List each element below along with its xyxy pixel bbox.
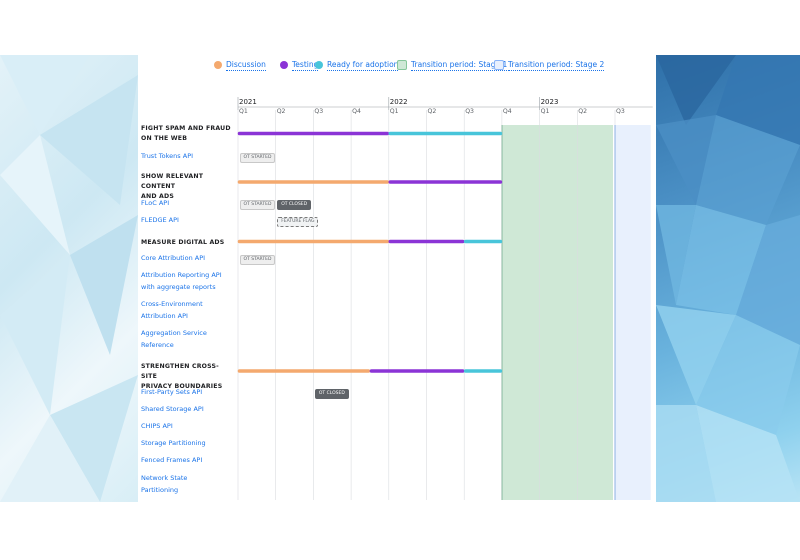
api-link[interactable]: Fenced Frames API	[141, 455, 231, 467]
api-link[interactable]: Trust Tokens API	[141, 151, 231, 163]
api-link-line: CHIPS API	[141, 422, 173, 430]
quarter-label: Q2	[427, 108, 437, 115]
api-link-line: Attribution API	[141, 311, 188, 320]
api-link[interactable]: Shared Storage API	[141, 404, 231, 416]
api-link[interactable]: Core Attribution API	[141, 253, 231, 265]
api-link[interactable]: Attribution Reporting API with aggregate …	[141, 270, 231, 293]
legend-label: Ready for adoption	[327, 59, 399, 71]
status-badge: OT STARTED	[239, 152, 276, 163]
background-right-decoration	[656, 55, 800, 502]
api-link-line: Reference	[141, 340, 174, 349]
legend-swatch	[280, 61, 288, 69]
category-title-line: STRENGTHEN CROSS-SITE	[141, 363, 219, 380]
legend-item[interactable]: Discussion	[214, 58, 266, 72]
legend-swatch	[494, 60, 504, 70]
legend-item[interactable]: Transition period: Stage 1	[397, 58, 508, 72]
api-link-line: FLoC API	[141, 199, 170, 207]
api-link-line: Network State	[141, 474, 188, 482]
background-left-decoration	[0, 55, 138, 502]
api-link-line: Cross-Environment	[141, 300, 203, 308]
quarter-label: Q4	[352, 108, 361, 115]
api-link-line: Fenced Frames API	[141, 456, 203, 464]
legend-label: Testing	[292, 59, 319, 71]
year-label: 2021	[239, 98, 257, 106]
category-title-line: MEASURE DIGITAL ADS	[141, 239, 225, 246]
legend-swatch	[397, 60, 407, 70]
quarter-label: Q4	[502, 108, 512, 115]
quarter-label: Q2	[276, 108, 286, 115]
category-title: STRENGTHEN CROSS-SITE PRIVACY BOUNDARIES	[141, 362, 231, 392]
quarter-label: Q3	[465, 108, 474, 115]
category-title-line: PRIVACY BOUNDARIES	[141, 383, 223, 390]
legend-item[interactable]: Transition period: Stage 2	[494, 58, 605, 72]
roadmap-panel: Discussion Testing Ready for adoption Trans…	[138, 55, 656, 502]
legend-label: Discussion	[226, 59, 266, 71]
category-title-line: SHOW RELEVANT CONTENT	[141, 173, 204, 190]
category-title-line: FIGHT SPAM AND FRAUD	[141, 125, 231, 132]
api-link[interactable]: FLoC API	[141, 198, 231, 210]
category-title-line: AND ADS	[141, 193, 175, 200]
api-link[interactable]: Aggregation Service Reference	[141, 328, 231, 351]
timeline-chart	[237, 97, 653, 500]
status-badge: OT CLOSED	[314, 388, 349, 399]
quarter-label: Q1	[540, 108, 550, 115]
api-link-line: Trust Tokens API	[141, 152, 194, 160]
api-link-line: Attribution Reporting API	[141, 271, 222, 279]
category-title: FIGHT SPAM AND FRAUD ON THE WEB	[141, 124, 231, 144]
status-badge: FEATURE FLAG	[277, 216, 319, 227]
category-title: SHOW RELEVANT CONTENT AND ADS	[141, 172, 231, 202]
category-title: MEASURE DIGITAL ADS	[141, 238, 231, 248]
api-link-line: Shared Storage API	[141, 405, 204, 413]
year-label: 2022	[389, 98, 408, 106]
api-link-line: First-Party Sets API	[141, 388, 203, 396]
api-link[interactable]: Network State Partitioning	[141, 473, 231, 496]
quarter-label: Q3	[314, 108, 324, 115]
api-link[interactable]: CHIPS API	[141, 421, 231, 433]
legend-label: Transition period: Stage 1	[411, 59, 508, 71]
api-link[interactable]: First-Party Sets API	[141, 387, 231, 399]
api-link[interactable]: Storage Partitioning	[141, 438, 231, 450]
api-link-line: Storage Partitioning	[141, 439, 206, 447]
category-title-line: ON THE WEB	[141, 135, 188, 142]
api-link-line: Core Attribution API	[141, 254, 206, 262]
api-link-line: Partitioning	[141, 485, 179, 494]
legend-swatch	[214, 61, 222, 69]
api-link[interactable]: Cross-Environment Attribution API	[141, 299, 231, 322]
quarter-label: Q2	[578, 108, 588, 115]
legend: Discussion Testing Ready for adoption Trans…	[138, 55, 656, 75]
legend-swatch	[315, 61, 323, 69]
legend-item[interactable]: Testing	[280, 58, 319, 72]
quarter-label: Q3	[616, 108, 625, 115]
api-link[interactable]: FLEDGE API	[141, 215, 231, 227]
quarter-label: Q1	[389, 108, 399, 115]
status-badge: OT STARTED	[239, 199, 276, 210]
transition-period-region	[615, 125, 651, 500]
transition-period-region	[501, 125, 613, 500]
api-link-line: FLEDGE API	[141, 216, 179, 224]
year-label: 2023	[540, 98, 559, 106]
api-link-line: Aggregation Service	[141, 329, 207, 337]
api-link-line: with aggregate reports	[141, 282, 216, 291]
legend-label: Transition period: Stage 2	[508, 59, 605, 71]
legend-item[interactable]: Ready for adoption	[315, 58, 399, 72]
status-badge: OT STARTED	[239, 254, 276, 265]
status-badge: OT CLOSED	[277, 199, 312, 210]
quarter-label: Q1	[239, 108, 248, 115]
